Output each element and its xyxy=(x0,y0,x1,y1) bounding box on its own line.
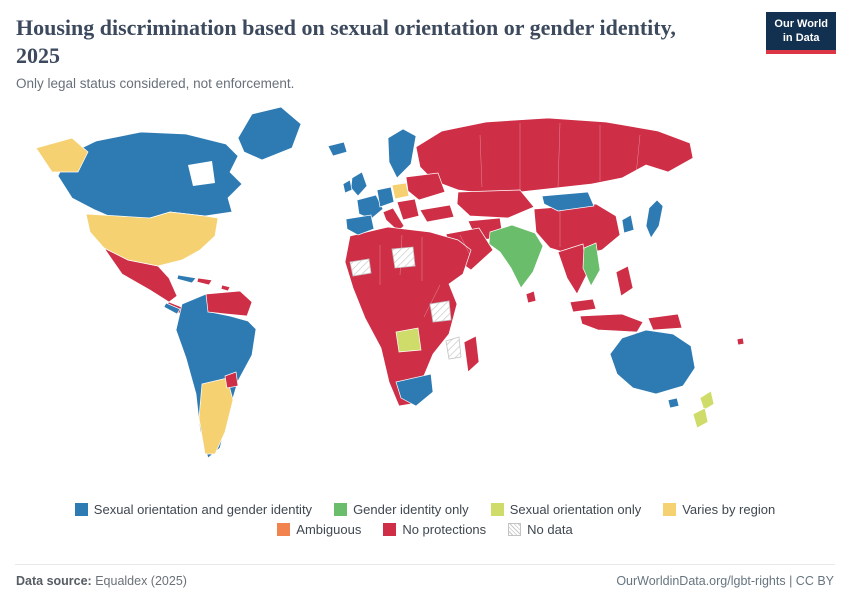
legend: Sexual orientation and gender identity G… xyxy=(0,502,850,537)
legend-row-1: Sexual orientation and gender identity G… xyxy=(74,502,775,518)
region-australia[interactable] xyxy=(609,329,696,395)
region-philippines[interactable] xyxy=(615,265,634,297)
region-india-pakistan[interactable] xyxy=(488,224,544,289)
owid-logo-line2: in Data xyxy=(782,32,820,45)
region-central-africa[interactable] xyxy=(429,300,452,323)
legend-item-ambiguous[interactable]: Ambiguous xyxy=(277,522,361,537)
region-central-asia[interactable] xyxy=(456,189,535,219)
region-sri-lanka[interactable] xyxy=(525,290,537,304)
legend-swatch-varies xyxy=(663,503,677,517)
data-source-label: Data source: xyxy=(16,574,92,588)
region-caribbean-islands[interactable] xyxy=(220,284,231,292)
region-argentina[interactable] xyxy=(198,377,234,455)
legend-swatch-ambiguous xyxy=(277,523,291,537)
chart-header: Housing discrimination based on sexual o… xyxy=(0,0,850,91)
region-france[interactable] xyxy=(356,194,384,220)
legend-label: Sexual orientation only xyxy=(509,502,642,518)
country-border-lines xyxy=(379,123,641,318)
world-map xyxy=(0,93,850,500)
region-china[interactable] xyxy=(533,203,621,257)
region-new-guinea[interactable] xyxy=(647,313,683,331)
region-mainland-southeast-asia[interactable] xyxy=(557,243,588,296)
chart-title: Housing discrimination based on sexual o… xyxy=(16,15,676,69)
legend-item-sogi[interactable]: Sexual orientation and gender identity xyxy=(74,502,313,518)
legend-swatch-nodata xyxy=(508,523,522,537)
region-venezuela-guianas[interactable] xyxy=(205,290,253,317)
legend-label: Gender identity only xyxy=(353,502,469,518)
region-iceland[interactable] xyxy=(327,141,348,157)
chart-subtitle: Only legal status considered, not enforc… xyxy=(16,76,295,92)
region-panama[interactable] xyxy=(163,302,181,315)
region-poland[interactable] xyxy=(391,182,410,200)
region-new-zealand[interactable] xyxy=(692,407,709,429)
region-alaska[interactable] xyxy=(35,137,89,173)
legend-swatch-sogi xyxy=(74,503,88,517)
region-germany-central-europe[interactable] xyxy=(376,186,395,208)
region-caribbean-islands[interactable] xyxy=(196,277,213,286)
region-balkans[interactable] xyxy=(396,198,420,221)
category-gi-regions xyxy=(488,224,601,289)
region-cuba[interactable] xyxy=(176,274,197,284)
legend-label: Ambiguous xyxy=(296,522,362,538)
legend-swatch-gi xyxy=(334,503,348,517)
region-angola[interactable] xyxy=(395,327,422,353)
category-sogi-regions xyxy=(57,106,696,459)
legend-label: Sexual orientation and gender identity xyxy=(93,502,313,518)
region-turkey[interactable] xyxy=(419,204,455,223)
region-southeast-africa[interactable] xyxy=(445,336,462,360)
legend-item-so[interactable]: Sexual orientation only xyxy=(490,502,642,518)
region-western-sahara[interactable] xyxy=(349,258,372,277)
legend-item-varies[interactable]: Varies by region xyxy=(663,502,775,517)
region-japan[interactable] xyxy=(645,199,664,240)
legend-item-gi[interactable]: Gender identity only xyxy=(334,502,469,517)
region-united-states[interactable] xyxy=(85,211,219,267)
legend-swatch-none xyxy=(383,523,397,537)
legend-item-nodata[interactable]: No data xyxy=(508,522,573,537)
region-indonesia[interactable] xyxy=(579,313,644,333)
legend-label: Varies by region xyxy=(682,502,776,518)
legend-item-none[interactable]: No protections xyxy=(383,522,486,537)
region-africa-mainland[interactable] xyxy=(344,226,472,407)
region-vietnam[interactable] xyxy=(582,242,601,288)
region-libya-chad[interactable] xyxy=(391,246,416,269)
owid-logo-line1: Our World xyxy=(774,18,828,30)
category-varies-regions xyxy=(35,137,219,267)
data-source-value: Equaldex (2025) xyxy=(91,574,187,588)
region-madagascar[interactable] xyxy=(463,335,480,374)
region-tasmania[interactable] xyxy=(667,397,680,409)
legend-label: No protections xyxy=(402,522,487,538)
region-south-africa[interactable] xyxy=(395,373,434,407)
region-greenland[interactable] xyxy=(237,106,302,161)
category-none-regions xyxy=(103,117,745,407)
data-source: Data source: Equaldex (2025) xyxy=(16,574,187,588)
region-malaysia[interactable] xyxy=(569,298,597,313)
hudson-bay xyxy=(188,161,215,187)
region-mongolia[interactable] xyxy=(541,191,595,212)
region-canada[interactable] xyxy=(57,131,243,221)
owid-logo[interactable]: Our World in Data xyxy=(766,12,836,54)
region-russia[interactable] xyxy=(415,117,694,195)
overlay-regions xyxy=(198,182,715,455)
legend-label: No data xyxy=(527,522,573,538)
legend-swatch-so xyxy=(490,503,504,517)
region-iberia[interactable] xyxy=(345,214,375,236)
region-south-america-andes-brazil[interactable] xyxy=(175,293,257,459)
region-south-korea[interactable] xyxy=(621,214,635,234)
region-ireland[interactable] xyxy=(342,179,353,194)
region-united-kingdom[interactable] xyxy=(350,171,368,197)
region-fiji[interactable] xyxy=(736,337,745,346)
chart-footer: Data source: Equaldex (2025) OurWorldinD… xyxy=(15,564,835,600)
footer-link[interactable]: OurWorldinData.org/lgbt-rights | CC BY xyxy=(616,574,834,588)
region-new-zealand[interactable] xyxy=(699,390,715,411)
legend-row-2: Ambiguous No protections No data xyxy=(277,522,573,537)
region-paraguay[interactable] xyxy=(224,371,239,389)
region-ukraine-belarus[interactable] xyxy=(405,172,446,201)
region-scandinavia[interactable] xyxy=(387,128,417,179)
